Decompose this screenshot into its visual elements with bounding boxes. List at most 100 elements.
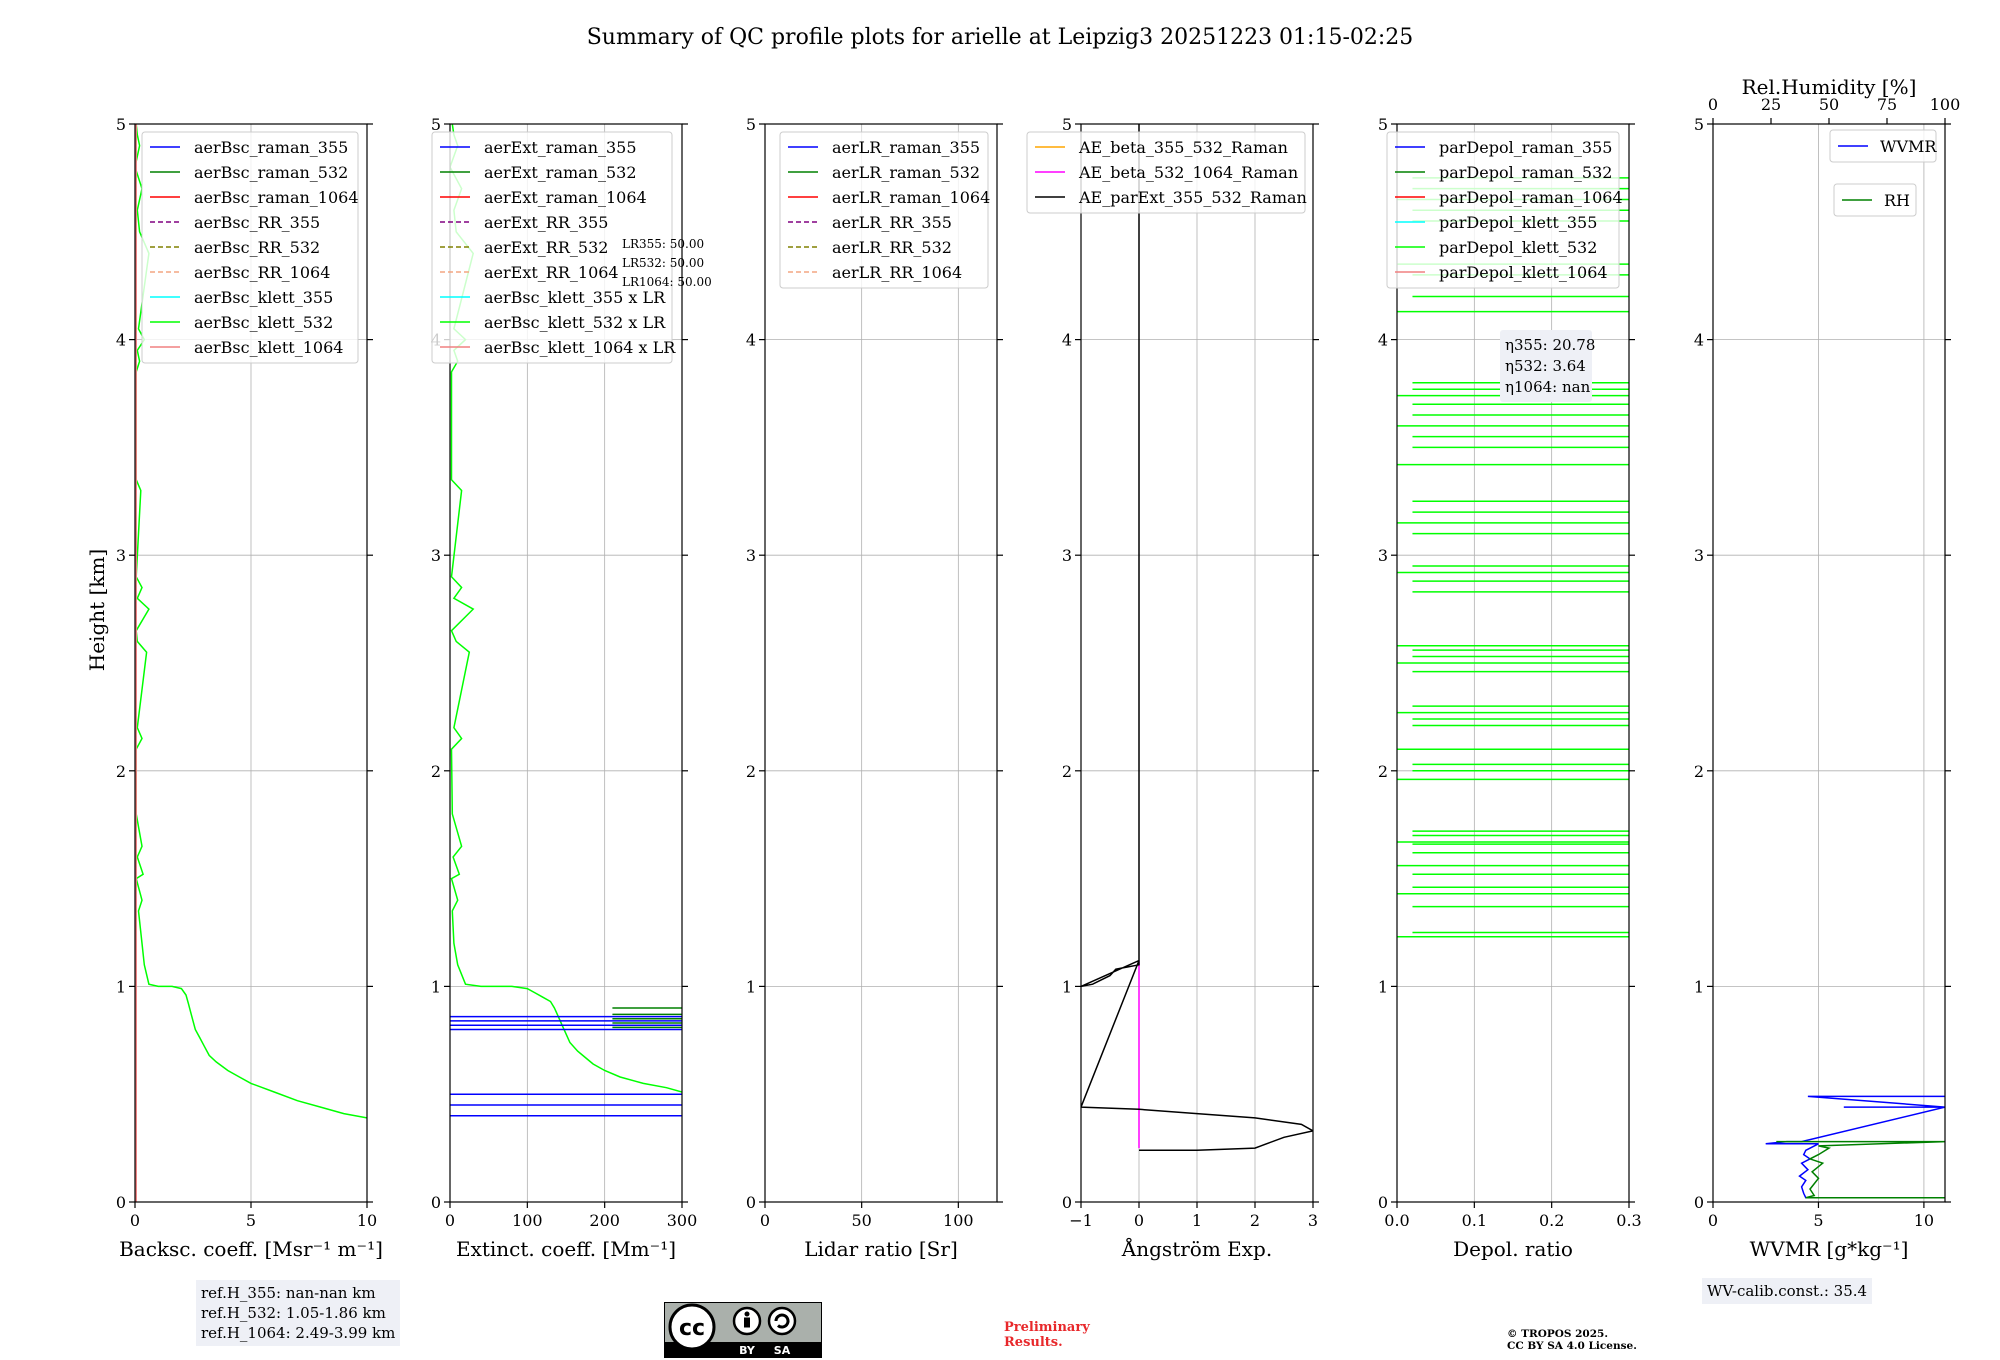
legend-entry: aerLR_RR_1064 [832,263,962,282]
legend-box [1026,131,1306,214]
x-tick-label: 10 [1914,1211,1934,1230]
series-AE_parExt_355_532_Raman [1081,124,1313,1152]
x-tick-label: 0 [445,1211,455,1230]
legend-entry: parDepol_raman_1064 [1439,188,1623,207]
legend-box [141,131,359,364]
copyright-line-2: CC BY SA 4.0 License. [1507,1340,1637,1352]
y-tick-label: 5 [431,115,441,134]
top-x-axis-label: Rel.Humidity [%] [1742,75,1917,99]
y-tick-label: 0 [1062,1193,1072,1212]
cc-icon [668,1303,716,1351]
legend-entry: aerBsc_raman_1064 [194,188,359,207]
eta-value: η532: 3.64 [1505,357,1586,375]
legend-entry: aerBsc_RR_355 [194,213,320,232]
panel-ext: 0100200300012345Extinct. coeff. [Mm⁻¹]ae… [431,115,712,1261]
y-tick-label: 1 [1694,977,1704,996]
axes-frame [1396,123,1630,1203]
top-x-tick-label: 100 [1930,95,1961,114]
legend-entry: aerLR_raman_1064 [832,188,990,207]
preliminary-line-1: Preliminary [1004,1320,1090,1335]
x-axis-label: Ångström Exp. [1121,1236,1272,1261]
top-x-tick-label: 0 [1708,95,1718,114]
legend-box [1386,131,1620,289]
x-tick-label: 0 [1134,1211,1144,1230]
legend-entry: aerBsc_raman_355 [194,138,348,157]
lr-note: LR532: 50.00 [622,256,704,270]
x-tick-label: 0.1 [1462,1211,1487,1230]
y-tick-label: 0 [431,1193,441,1212]
top-x-tick-label: 25 [1761,95,1781,114]
preliminary-results-note: Preliminary Results. [1004,1320,1090,1350]
legend-entry: aerExt_raman_1064 [484,188,647,207]
legend-entry-rh: RH [1884,191,1910,210]
axes-frame [1712,123,1946,1203]
panel-bsc: 0 5 10 0 1 2 3 4 5 Backsc. coeff. [Msr⁻¹ m⁻¹] aerB… [116,115,383,1261]
copyright-line-1: © TROPOS 2025. [1507,1328,1609,1340]
figure-title: Summary of QC profile plots for arielle … [587,25,1414,50]
x-tick-label: 0.3 [1616,1211,1641,1230]
y-tick-label: 4 [116,331,126,350]
sa-label: SA [774,1344,791,1357]
refh-1064: ref.H_1064: 2.49-3.99 km [201,1324,396,1342]
plot-area-wvmr [1765,1095,1945,1199]
panel-depol: 0.0 0.1 0.2 0.3 0 1 2 3 4 5 Depol. ratio parDepol_r… [1378,115,1642,1261]
y-tick-label: 3 [1694,546,1704,565]
y-tick-label: 5 [116,115,126,134]
x-axis-label: Extinct. coeff. [Mm⁻¹] [456,1237,676,1261]
top-x-tick-label: 50 [1819,95,1839,114]
legend-entry: aerExt_RR_532 [484,238,608,257]
legend-entry: aerBsc_klett_532 x LR [484,313,666,332]
legend-entry: aerBsc_klett_355 x LR [484,288,666,307]
y-tick-label: 0 [116,1193,126,1212]
legend-entry: aerBsc_RR_1064 [194,263,330,282]
by-label: BY [739,1344,756,1357]
y-tick-label: 1 [1378,977,1388,996]
y-tick-label: 2 [746,762,756,781]
refh-355: ref.H_355: nan-nan km [201,1284,376,1302]
x-axis-label: Lidar ratio [Sr] [804,1237,958,1261]
x-tick-label: 3 [1308,1211,1318,1230]
cc-by-sa-logo: cc BY SA [664,1302,822,1358]
eta-value: η355: 20.78 [1505,336,1595,354]
x-tick-label: 0.0 [1384,1211,1409,1230]
y-tick-label: 4 [1062,331,1072,350]
y-tick-label: 2 [116,762,126,781]
y-tick-label: 3 [1062,546,1072,565]
y-tick-label: 0 [746,1193,756,1212]
y-tick-label: 2 [431,762,441,781]
series-WVMR [1765,1095,1945,1199]
legend-box [431,131,673,364]
eta-box [1500,330,1592,402]
legend-entry: aerBsc_raman_532 [194,163,348,182]
x-tick-label: 0.2 [1539,1211,1564,1230]
plot-area-depol [1397,177,1629,938]
reference-height-box: ref.H_355: nan-nan km ref.H_532: 1.05-1.… [196,1280,401,1346]
wv-calibration-box: WV-calib.const.: 35.4 [1702,1278,1873,1304]
x-tick-label: 10 [357,1211,377,1230]
y-tick-label: 0 [1694,1193,1704,1212]
refh-532: ref.H_532: 1.05-1.86 km [201,1304,386,1322]
y-tick-label: 4 [1694,331,1704,350]
wv-calib-const: WV-calib.const.: 35.4 [1707,1282,1868,1300]
legend-entry: aerLR_raman_532 [832,163,980,182]
y-axis-label: Height [km] [85,549,109,671]
x-tick-label: 100 [512,1211,543,1230]
legend-entry: aerExt_RR_1064 [484,263,619,282]
axes-frame [764,123,998,1203]
legend-entry: parDepol_klett_355 [1439,213,1597,232]
y-tick-label: 5 [1062,115,1072,134]
legend-entry: aerLR_RR_532 [832,238,952,257]
eta-value: η1064: nan [1505,378,1591,396]
x-axis-label: Backsc. coeff. [Msr⁻¹ m⁻¹] [119,1237,383,1261]
legend-entry: parDepol_raman_355 [1439,138,1612,157]
x-tick-label: 0 [760,1211,770,1230]
legend-entry: AE_beta_355_532_Raman [1078,138,1288,157]
preliminary-line-2: Results. [1004,1335,1063,1350]
cc-letters: cc [679,1316,705,1341]
x-tick-label: 0 [130,1211,140,1230]
y-tick-label: 2 [1694,762,1704,781]
y-tick-label: 1 [431,977,441,996]
